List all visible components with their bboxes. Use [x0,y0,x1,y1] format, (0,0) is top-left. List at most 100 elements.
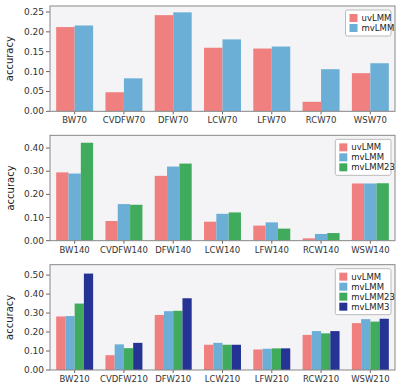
bar [204,345,213,370]
y-tick [46,171,50,172]
bar [56,172,68,240]
bar [182,298,191,370]
bar [253,49,271,112]
y-tick [46,370,50,371]
bar [303,335,312,370]
y-tick [46,51,50,52]
bar [130,205,142,241]
bar [105,92,123,111]
legend-label: mvLMM [362,23,395,33]
bar [155,176,167,241]
y-tick [46,91,50,92]
bar [164,311,173,370]
bar [370,63,388,111]
bar [216,214,228,241]
x-tick-label: LFW210 [255,374,289,384]
y-tick-label: 0.25 [24,7,44,17]
x-tick-label: DFW70 [158,115,189,125]
bar [155,315,164,370]
x-tick-label: LFW140 [255,245,289,255]
legend-swatch [350,24,358,32]
bar [56,27,74,111]
bar [232,345,241,370]
y-tick [46,217,50,218]
bar [105,355,114,370]
y-tick [46,275,50,276]
legend-label: mvLMM23 [351,292,395,302]
bar [173,12,191,111]
y-tick-label: 0.30 [24,308,44,318]
bar [327,233,339,241]
x-tick-label: DFW140 [155,245,191,255]
bar [263,349,272,370]
bar [266,222,278,240]
legend-label: uvLMM [351,272,381,282]
panel: 0.000.100.200.300.400.50accuracyBW210CVD… [5,265,396,384]
y-tick-label: 0.00 [24,106,44,116]
y-tick-label: 0.20 [24,327,44,337]
bar [115,344,124,370]
plot-background [50,6,395,111]
y-tick [46,240,50,241]
figure: 0.000.050.100.150.200.25accuracyBW70CVDF… [0,0,401,388]
legend-swatch [339,293,347,301]
x-tick-label: BW140 [60,245,90,255]
bar [124,78,142,111]
bar [56,316,65,370]
y-tick [46,148,50,149]
x-tick-label: RCW140 [303,245,339,255]
bar [223,39,241,111]
y-axis-label: accuracy [5,36,16,81]
bar [361,319,370,370]
bar [281,348,290,370]
x-tick-label: LCW140 [205,245,240,255]
plot-background [50,135,395,240]
panel: 0.000.100.200.300.40accuracyBW140CVDFW14… [5,135,396,254]
y-tick-label: 0.40 [24,143,44,153]
bar [155,15,173,111]
bars [56,12,389,111]
plot-frame [50,265,395,370]
bar [204,222,216,241]
y-tick [46,194,50,195]
y-tick-label: 0.40 [24,289,44,299]
x-tick-label: LCW70 [208,115,238,125]
bar [213,343,222,370]
bar [223,345,232,370]
x-tick-label: CVDFW210 [100,374,148,384]
bar [118,204,130,241]
bar [321,69,339,111]
panel: 0.000.050.100.150.200.25accuracyBW70CVDF… [5,6,396,125]
x-tick-label: RCW210 [303,374,339,384]
bar [179,164,191,241]
legend-label: uvLMM [351,142,381,152]
legend-label: mvLMM23 [351,162,395,172]
y-tick-label: 0.20 [24,27,44,37]
y-tick [46,332,50,333]
bar [370,322,379,370]
bar [272,47,290,112]
legend-swatch [350,14,358,22]
bar [81,143,93,241]
legend: uvLMMmvLMMmvLMM23 [335,139,395,175]
bar [253,226,265,241]
legend-label: mvLMM [351,152,384,162]
legend-swatch [339,143,347,151]
legend: uvLMMmvLMMmvLMM23mvLMM3 [335,269,395,315]
y-tick-label: 0.10 [24,213,44,223]
y-tick [46,71,50,72]
bar [303,102,321,112]
bar [65,316,74,370]
x-tick-label: WSW210 [351,374,389,384]
y-tick-label: 0.50 [24,270,44,280]
legend-swatch [339,283,347,291]
bar [272,348,281,370]
y-tick-label: 0.05 [24,86,44,96]
legend-swatch [339,163,347,171]
bar [75,304,84,370]
bar [352,323,361,370]
plot-background [50,265,395,370]
bar [124,348,133,370]
bar [352,73,370,111]
x-tick-label: CVDFW70 [103,115,145,125]
